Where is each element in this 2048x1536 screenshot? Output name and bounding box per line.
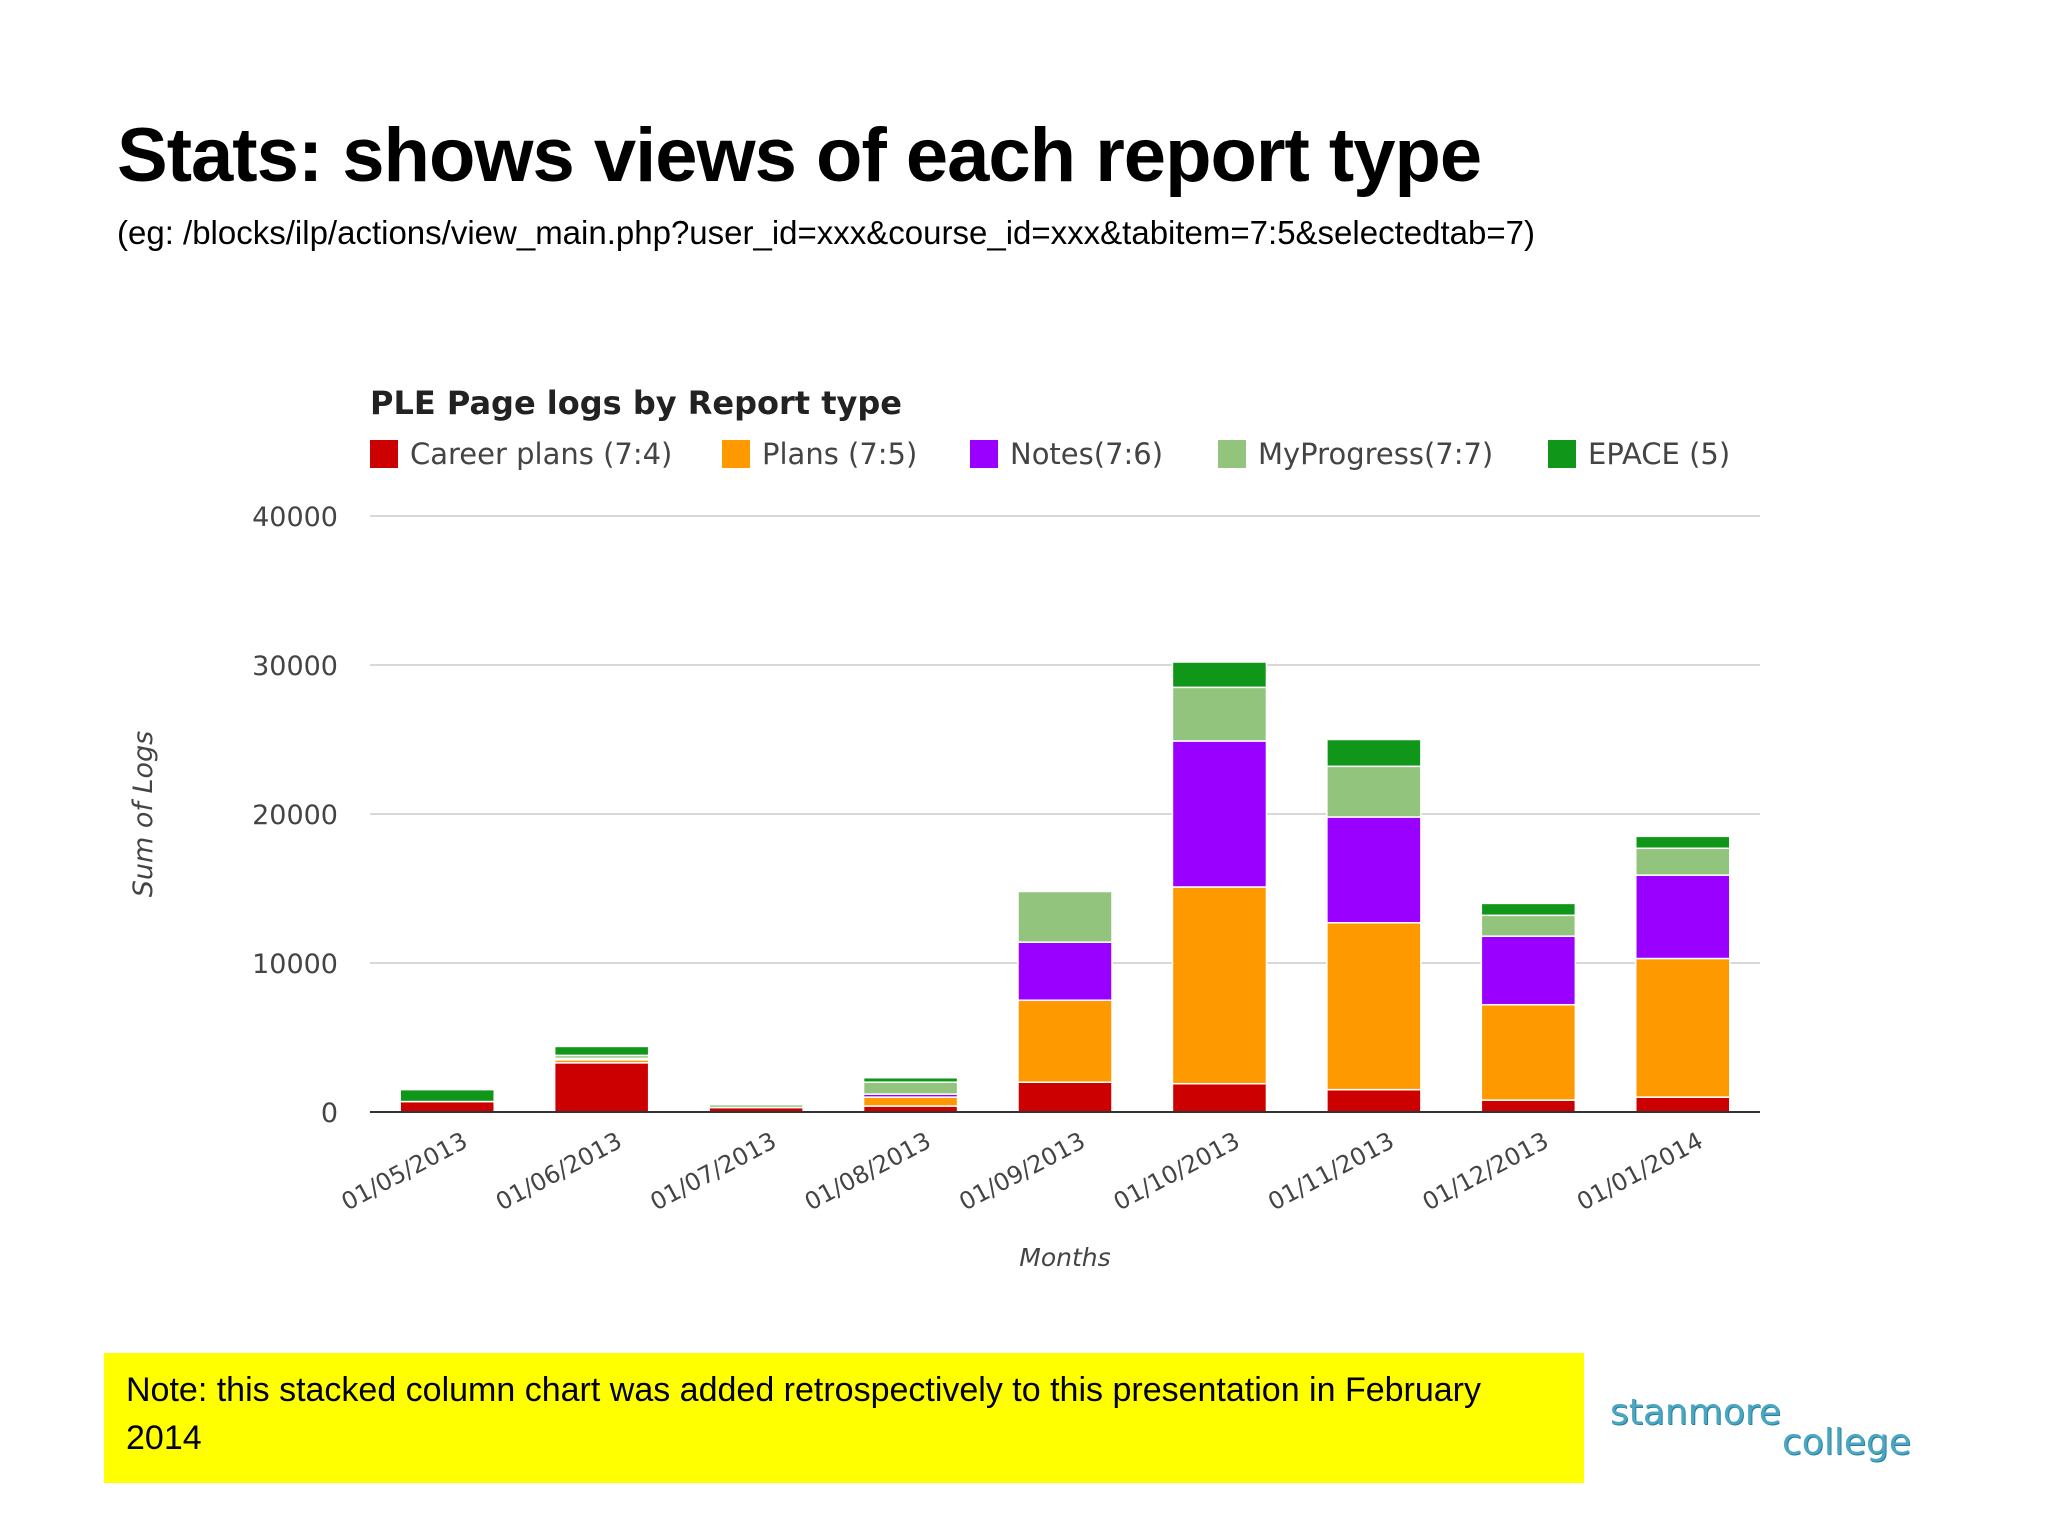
bar-career-plans-7-4 — [399, 1100, 495, 1113]
logo-word-college: college — [1782, 1422, 1911, 1463]
bar-career-plans-7-4 — [1480, 1099, 1577, 1113]
bar-notes-7-6 — [1171, 740, 1268, 888]
bar-epace-5 — [1480, 902, 1577, 917]
legend-swatch — [722, 440, 750, 468]
bar-stack-01-05-2013 — [399, 1088, 495, 1113]
bar-stack-01-09-2013 — [1017, 890, 1113, 1113]
bar-notes-7-6 — [1480, 935, 1577, 1006]
legend-item-career-plans-7-4: Career plans (7:4) — [370, 437, 672, 471]
bar-myprogress-7-7 — [862, 1081, 959, 1095]
legend-item-notes-7-6: Notes(7:6) — [970, 437, 1163, 471]
x-axis-label: Months — [1019, 1243, 1110, 1272]
legend-swatch — [970, 440, 998, 468]
legend-item-epace-5: EPACE (5) — [1548, 437, 1730, 471]
bar-notes-7-6 — [1326, 816, 1422, 924]
x-tick-label: 01/10/2013 — [1109, 1127, 1244, 1217]
stanmore-college-logo: stanmore college — [1610, 1392, 1940, 1470]
bar-stack-01-11-2013 — [1326, 738, 1422, 1113]
x-tick-label: 01/09/2013 — [955, 1127, 1090, 1217]
x-tick-label: 01/08/2013 — [800, 1127, 935, 1217]
legend-swatch — [1218, 440, 1246, 468]
chart-bars — [399, 661, 1731, 1113]
note-text: Note: this stacked column chart was adde… — [126, 1371, 1482, 1457]
y-tick-label: 10000 — [252, 949, 338, 980]
bar-myprogress-7-7 — [1480, 914, 1577, 937]
bar-plans-7-5 — [1480, 1003, 1577, 1101]
x-axis-ticks: 01/05/2013 01/06/2013 01/07/2013 01/08/2013… — [337, 1127, 1708, 1217]
x-tick-label: 01/06/2013 — [491, 1127, 626, 1217]
bar-plans-7-5 — [1017, 999, 1113, 1083]
y-axis-ticks: 0 10000 20000 30000 40000 — [252, 502, 338, 1129]
y-axis-label: Sum of Logs — [128, 731, 159, 898]
legend-swatch — [370, 440, 398, 468]
bar-myprogress-7-7 — [1635, 847, 1731, 876]
bar-notes-7-6 — [1635, 874, 1731, 960]
x-tick-label: 01/12/2013 — [1418, 1127, 1553, 1217]
y-tick-label: 30000 — [252, 651, 338, 682]
bar-plans-7-5 — [1171, 886, 1268, 1085]
legend-swatch — [1548, 440, 1576, 468]
x-tick-label: 01/11/2013 — [1263, 1127, 1398, 1217]
bar-plans-7-5 — [1635, 957, 1731, 1098]
legend-label: MyProgress(7:7) — [1258, 437, 1493, 471]
legend-item-plans-7-5: Plans (7:5) — [722, 437, 917, 471]
bar-epace-5 — [862, 1076, 959, 1083]
chart-legend: Career plans (7:4) Plans (7:5) Notes(7:6) M… — [370, 437, 1730, 471]
bar-career-plans-7-4 — [1635, 1096, 1731, 1113]
bar-myprogress-7-7 — [1326, 765, 1422, 818]
bar-career-plans-7-4 — [1326, 1088, 1422, 1113]
bar-stack-01-01-2014 — [1635, 835, 1731, 1113]
bar-stack-01-07-2013 — [708, 1102, 804, 1113]
bar-stack-01-06-2013 — [553, 1045, 650, 1113]
note-box: Note: this stacked column chart was adde… — [104, 1353, 1584, 1483]
legend-label: Notes(7:6) — [1010, 437, 1163, 471]
logo-word-stanmore: stanmore — [1610, 1392, 1781, 1433]
bar-career-plans-7-4 — [553, 1062, 650, 1113]
slide-title: Stats: shows views of each report type — [117, 113, 1482, 198]
legend-label: Career plans (7:4) — [410, 437, 672, 471]
stacked-column-chart: PLE Page logs by Report type Career plan… — [128, 384, 1760, 1272]
legend-label: EPACE (5) — [1588, 437, 1730, 471]
slide-subtitle: (eg: /blocks/ilp/actions/view_main.php?u… — [117, 214, 1535, 251]
bar-plans-7-5 — [862, 1096, 959, 1107]
bar-notes-7-6 — [1017, 941, 1113, 1002]
x-tick-label: 01/01/2014 — [1572, 1127, 1707, 1217]
bar-stack-01-08-2013 — [862, 1076, 959, 1113]
x-tick-label: 01/05/2013 — [337, 1127, 472, 1217]
bar-career-plans-7-4 — [1171, 1082, 1268, 1113]
bar-stack-01-12-2013 — [1480, 902, 1577, 1113]
legend-label: Plans (7:5) — [762, 437, 917, 471]
x-tick-label: 01/07/2013 — [646, 1127, 781, 1217]
bar-myprogress-7-7 — [1171, 686, 1268, 742]
bar-career-plans-7-4 — [1017, 1081, 1113, 1113]
bar-epace-5 — [399, 1088, 495, 1103]
bar-epace-5 — [708, 1102, 804, 1106]
y-tick-label: 20000 — [252, 800, 338, 831]
legend-item-myprogress-7-7: MyProgress(7:7) — [1218, 437, 1493, 471]
bar-epace-5 — [1171, 661, 1268, 689]
bar-epace-5 — [1635, 835, 1731, 850]
bar-epace-5 — [553, 1045, 650, 1057]
bar-plans-7-5 — [1326, 922, 1422, 1091]
chart-title: PLE Page logs by Report type — [370, 384, 902, 422]
bar-stack-01-10-2013 — [1171, 661, 1268, 1113]
y-tick-label: 40000 — [252, 502, 338, 533]
bar-myprogress-7-7 — [1017, 890, 1113, 943]
bar-epace-5 — [1326, 738, 1422, 768]
y-tick-label: 0 — [321, 1098, 338, 1129]
